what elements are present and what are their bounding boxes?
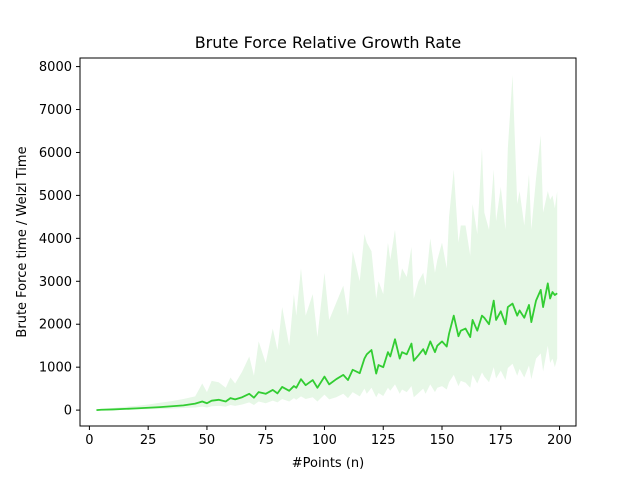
x-tick-label: 175	[488, 433, 513, 448]
x-tick-label: 100	[312, 433, 337, 448]
x-tick-label: 50	[199, 433, 216, 448]
x-tick-label: 25	[140, 433, 157, 448]
y-tick-label: 2000	[39, 318, 72, 333]
y-axis-label: Brute Force time / Welzl Time	[15, 146, 30, 337]
y-tick-label: 6000	[39, 146, 72, 161]
y-tick-label: 1000	[39, 361, 72, 376]
chart-title: Brute Force Relative Growth Rate	[195, 33, 462, 52]
x-tick-label: 0	[85, 433, 93, 448]
series-0-line	[96, 282, 558, 412]
x-tick-label: 75	[257, 433, 274, 448]
x-tick-label: 200	[547, 433, 572, 448]
x-tick-label: 150	[430, 433, 455, 448]
y-tick-label: 8000	[39, 60, 72, 75]
y-tick-label: 0	[64, 404, 72, 419]
x-tick-label: 125	[371, 433, 396, 448]
series-0-range-band	[96, 75, 558, 411]
y-tick-label: 5000	[39, 189, 72, 204]
y-tick-label: 4000	[39, 232, 72, 247]
x-axis-label: #Points (n)	[292, 456, 364, 471]
y-tick-label: 3000	[39, 275, 72, 290]
y-axis: 0 1000 2000 3000 4000 5000 6000 7000 8000	[39, 60, 80, 419]
y-tick-label: 7000	[39, 103, 72, 118]
x-axis: 0 25 50 75 100 125 150 175 200	[85, 426, 572, 448]
plot-area	[96, 75, 558, 412]
axes-frame	[79, 57, 577, 427]
